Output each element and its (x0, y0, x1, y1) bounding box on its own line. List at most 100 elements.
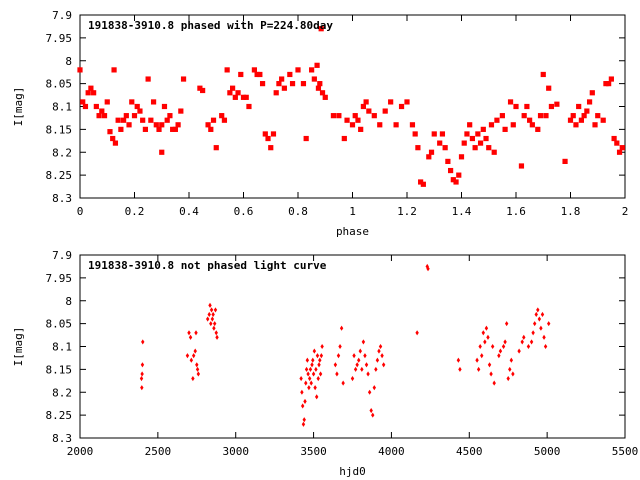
data-point (200, 87, 206, 94)
data-point (450, 177, 456, 183)
data-point (318, 357, 322, 363)
data-point (307, 385, 311, 391)
data-point (315, 85, 322, 91)
data-point (542, 334, 546, 340)
data-point (224, 67, 230, 73)
data-point (188, 334, 193, 340)
data-point (195, 362, 199, 368)
data-point (537, 113, 544, 119)
chart-title: 191838-3910.8 not phased light curve (88, 259, 327, 272)
data-point (215, 334, 219, 340)
x-tick-label: 1 (349, 205, 356, 218)
data-point (238, 71, 244, 78)
data-point (246, 103, 252, 110)
data-point (178, 108, 184, 114)
data-point (167, 113, 173, 119)
data-point (303, 135, 309, 142)
data-point (209, 307, 214, 313)
data-point (377, 348, 381, 354)
data-point (412, 131, 418, 137)
data-point (520, 339, 524, 345)
data-point (475, 131, 481, 137)
data-point (319, 353, 324, 359)
data-point (586, 99, 593, 105)
data-point (531, 330, 535, 336)
data-point (364, 362, 369, 368)
y-tick-label: 8 (65, 295, 72, 308)
data-point (96, 113, 102, 119)
data-point (521, 113, 527, 119)
data-point (388, 99, 394, 105)
data-point (546, 85, 552, 91)
x-axis-label: hjd0 (339, 465, 366, 478)
data-point (311, 357, 315, 363)
y-tick-label: 8 (65, 55, 72, 68)
data-point (578, 117, 584, 123)
data-point (212, 325, 216, 331)
data-point (145, 76, 151, 82)
plot-frame (79, 14, 626, 199)
x-tick-label: 0.2 (125, 205, 145, 218)
data-point (488, 122, 495, 128)
data-point (437, 140, 443, 146)
data-point (480, 353, 484, 359)
data-point (339, 325, 344, 331)
data-point (562, 158, 568, 164)
data-point (214, 330, 218, 336)
chart-title: 191838-3910.8 phased with P=224.80day (88, 19, 333, 32)
data-point (381, 362, 386, 368)
data-point (492, 380, 496, 386)
data-point (85, 90, 91, 96)
data-point (270, 131, 277, 137)
y-axis-label: I[mag] (12, 327, 25, 367)
x-tick-label: 2000 (67, 445, 94, 458)
data-point (508, 366, 512, 372)
data-point (311, 76, 317, 82)
data-point (208, 126, 214, 132)
data-point (232, 94, 238, 100)
data-point (140, 362, 145, 368)
data-point (456, 357, 461, 363)
data-point (112, 140, 119, 146)
data-point (480, 126, 486, 132)
data-point (209, 321, 213, 327)
data-point (486, 145, 492, 151)
data-point (312, 348, 317, 354)
data-point (129, 99, 135, 105)
data-point (281, 85, 287, 91)
data-point (458, 366, 462, 372)
data-point (159, 122, 165, 128)
data-point (616, 149, 623, 155)
data-point (357, 357, 361, 363)
data-point (93, 103, 99, 110)
data-point (172, 126, 178, 132)
data-point (185, 353, 190, 359)
data-point (415, 330, 419, 336)
data-point (197, 85, 203, 91)
y-tick-label: 8.25 (46, 409, 73, 422)
data-point (363, 353, 367, 359)
data-point (353, 366, 358, 372)
data-point (193, 348, 197, 354)
data-point (335, 371, 339, 377)
x-tick-label: 1.8 (561, 205, 581, 218)
data-point (210, 316, 215, 322)
x-tick-label: 3500 (300, 445, 327, 458)
data-point (382, 108, 388, 114)
data-point (475, 357, 479, 363)
data-point (614, 140, 620, 146)
data-point (543, 343, 548, 350)
y-tick-label: 8.15 (46, 123, 73, 136)
data-point (589, 90, 595, 96)
data-point (369, 408, 373, 414)
data-point (352, 353, 356, 359)
x-tick-label: 4000 (378, 445, 405, 458)
data-point (161, 103, 168, 110)
data-point (498, 348, 503, 354)
data-point (581, 113, 587, 119)
data-points (77, 26, 625, 187)
data-point (375, 357, 380, 363)
data-point (349, 122, 356, 128)
data-point (191, 353, 196, 359)
data-point (439, 131, 446, 137)
